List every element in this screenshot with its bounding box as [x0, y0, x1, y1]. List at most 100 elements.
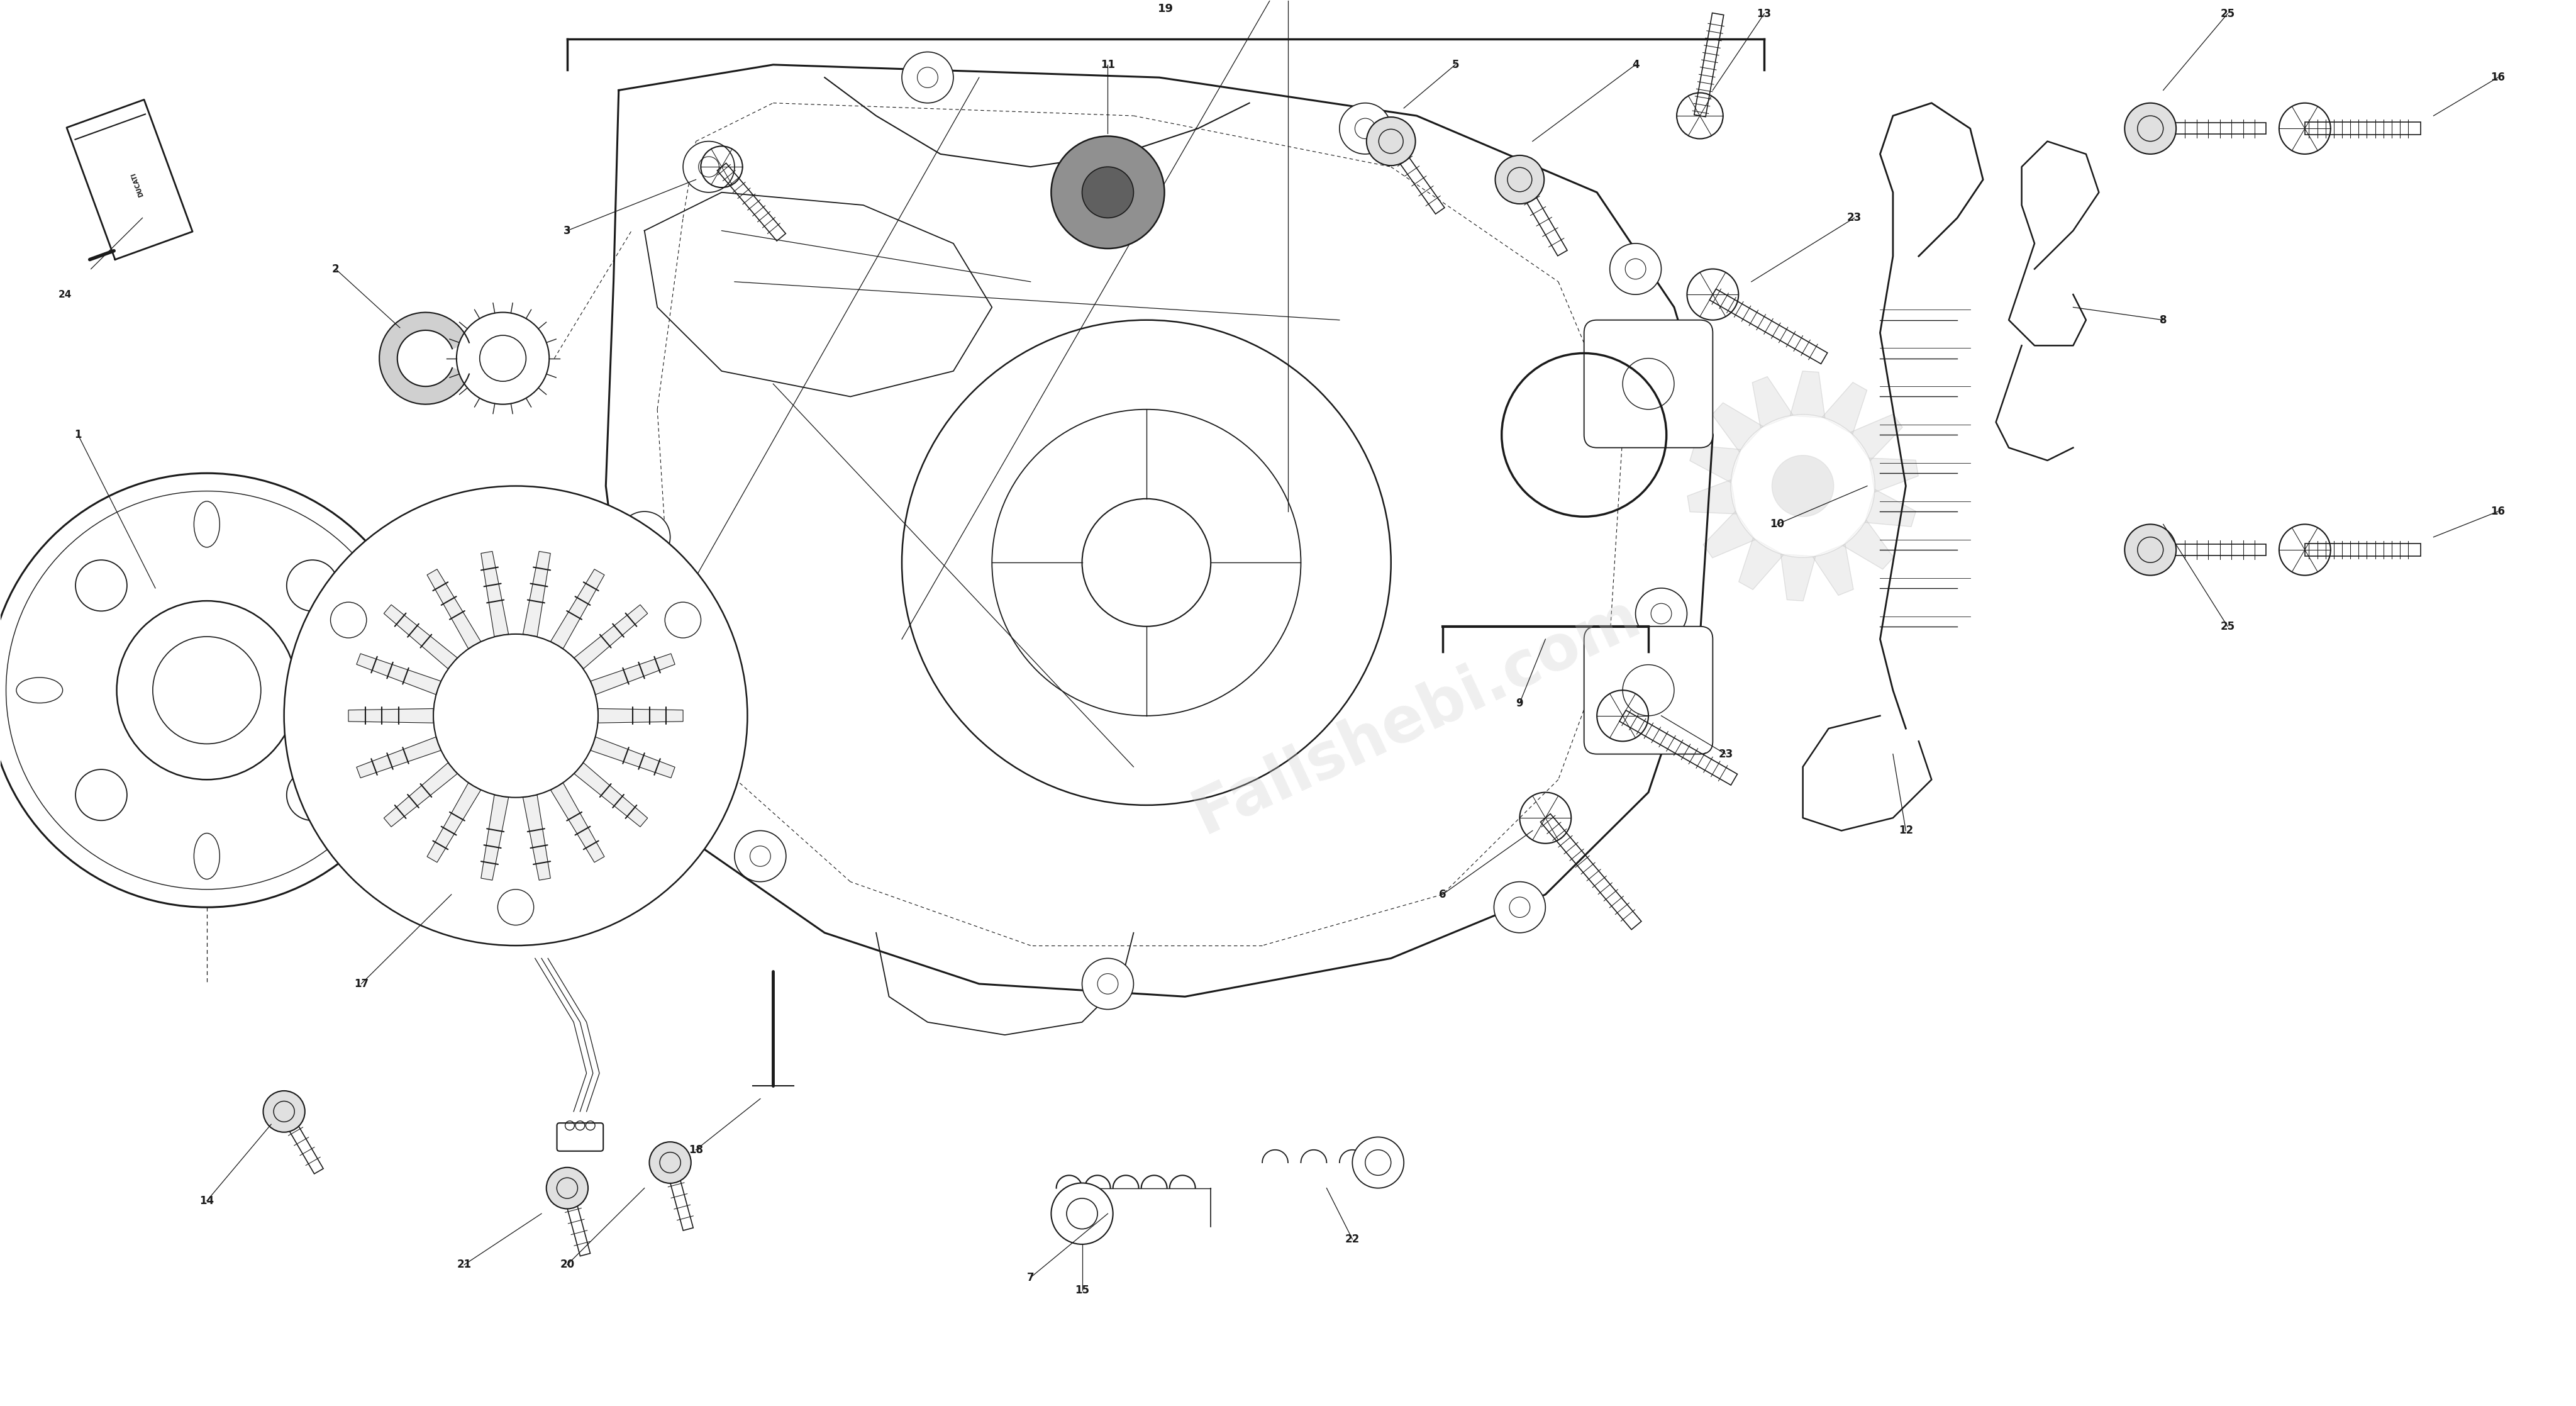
Circle shape	[286, 769, 337, 821]
Polygon shape	[1713, 402, 1762, 451]
Text: 6: 6	[1440, 889, 1445, 900]
Polygon shape	[348, 709, 433, 723]
Polygon shape	[482, 551, 507, 637]
Ellipse shape	[193, 502, 219, 547]
Text: 13: 13	[1757, 8, 1772, 20]
Circle shape	[116, 600, 296, 779]
Polygon shape	[551, 569, 605, 648]
Text: DUCATI: DUCATI	[129, 172, 144, 198]
Circle shape	[665, 602, 701, 638]
Circle shape	[75, 769, 126, 821]
Text: 7: 7	[1028, 1272, 1033, 1284]
Circle shape	[330, 602, 366, 638]
FancyBboxPatch shape	[556, 1123, 603, 1152]
Text: 10: 10	[1770, 519, 1785, 530]
Circle shape	[1636, 588, 1687, 640]
Text: 20: 20	[559, 1258, 574, 1271]
Text: 21: 21	[456, 1258, 471, 1271]
Text: 25: 25	[2221, 8, 2236, 20]
Circle shape	[0, 474, 425, 907]
Text: 3: 3	[564, 225, 572, 236]
Text: 22: 22	[1345, 1233, 1360, 1244]
FancyBboxPatch shape	[1584, 627, 1713, 754]
Polygon shape	[1850, 415, 1904, 461]
Polygon shape	[1814, 544, 1852, 595]
Circle shape	[618, 512, 670, 562]
Text: 16: 16	[2491, 506, 2504, 517]
Circle shape	[1494, 882, 1546, 932]
Polygon shape	[428, 783, 482, 862]
Polygon shape	[590, 654, 675, 695]
Circle shape	[649, 1142, 690, 1184]
Circle shape	[263, 1091, 304, 1132]
Polygon shape	[523, 794, 551, 880]
Text: 2: 2	[332, 263, 340, 274]
Circle shape	[2125, 524, 2177, 575]
Text: 24: 24	[59, 290, 72, 299]
Text: 23: 23	[1847, 212, 1862, 224]
Circle shape	[456, 312, 549, 405]
Circle shape	[433, 634, 598, 797]
Circle shape	[1610, 243, 1662, 294]
Text: 14: 14	[198, 1195, 214, 1206]
Ellipse shape	[350, 678, 397, 703]
Polygon shape	[384, 763, 459, 827]
Polygon shape	[1821, 382, 1868, 434]
Polygon shape	[1870, 458, 1919, 492]
Polygon shape	[1752, 377, 1793, 427]
Polygon shape	[1739, 537, 1783, 589]
Text: 12: 12	[1899, 825, 1914, 837]
Text: 11: 11	[1100, 59, 1115, 70]
Ellipse shape	[193, 834, 219, 879]
Text: 1: 1	[75, 429, 82, 440]
Polygon shape	[428, 569, 482, 648]
Text: 8: 8	[2159, 315, 2166, 326]
Circle shape	[734, 831, 786, 882]
Text: 5: 5	[1453, 59, 1458, 70]
Circle shape	[2125, 103, 2177, 155]
Polygon shape	[590, 737, 675, 778]
Text: 9: 9	[1517, 697, 1522, 709]
Circle shape	[497, 890, 533, 925]
Polygon shape	[482, 794, 507, 880]
Polygon shape	[384, 605, 459, 669]
Text: 4: 4	[1631, 59, 1638, 70]
Polygon shape	[379, 312, 469, 405]
Polygon shape	[1790, 371, 1824, 418]
Circle shape	[1731, 415, 1875, 557]
Polygon shape	[1780, 554, 1816, 600]
Circle shape	[1494, 155, 1543, 204]
Text: 16: 16	[2491, 72, 2504, 83]
Text: 17: 17	[353, 979, 368, 990]
Polygon shape	[551, 783, 605, 862]
Circle shape	[546, 1167, 587, 1209]
Polygon shape	[1703, 512, 1754, 558]
Polygon shape	[598, 709, 683, 723]
Polygon shape	[1865, 489, 1917, 527]
Text: 15: 15	[1074, 1285, 1090, 1296]
Circle shape	[1772, 456, 1834, 516]
Circle shape	[286, 560, 337, 612]
Text: 18: 18	[688, 1144, 703, 1156]
Text: 23: 23	[1718, 748, 1734, 759]
Circle shape	[1352, 1137, 1404, 1188]
Circle shape	[1051, 1182, 1113, 1244]
Polygon shape	[523, 551, 551, 637]
Circle shape	[1082, 959, 1133, 1010]
Polygon shape	[1842, 520, 1893, 569]
Ellipse shape	[15, 678, 62, 703]
Text: Fallshebi.com: Fallshebi.com	[1182, 585, 1649, 846]
Circle shape	[75, 560, 126, 612]
Circle shape	[1051, 136, 1164, 249]
Circle shape	[1082, 167, 1133, 218]
Polygon shape	[1687, 479, 1736, 515]
Polygon shape	[574, 763, 647, 827]
Circle shape	[902, 52, 953, 103]
Text: 25: 25	[2221, 620, 2236, 633]
Polygon shape	[574, 605, 647, 669]
Circle shape	[1365, 117, 1414, 166]
Text: 19: 19	[1157, 3, 1175, 14]
Polygon shape	[1690, 446, 1741, 482]
Circle shape	[1340, 103, 1391, 155]
Circle shape	[683, 141, 734, 193]
